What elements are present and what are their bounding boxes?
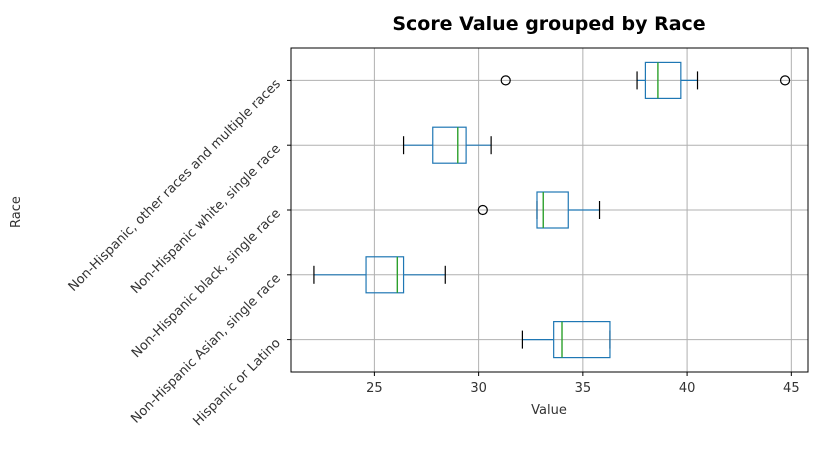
y-axis-label: Race bbox=[9, 196, 24, 228]
y-tick-label: Non-Hispanic, other races and multiple r… bbox=[66, 76, 284, 294]
outlier-point bbox=[779, 75, 791, 86]
iqr-box bbox=[644, 61, 682, 100]
box-plot-4 bbox=[402, 126, 492, 164]
x-tick-label: 45 bbox=[783, 381, 800, 396]
chart-title: Score Value grouped by Race bbox=[392, 13, 705, 35]
x-tick-label: 40 bbox=[679, 381, 696, 396]
box-plot-5 bbox=[500, 61, 791, 100]
iqr-box bbox=[432, 126, 467, 164]
grid bbox=[291, 48, 808, 372]
iqr-box bbox=[553, 321, 611, 359]
iqr-box bbox=[365, 256, 405, 294]
x-tick-label: 30 bbox=[470, 381, 487, 396]
x-tick-label: 25 bbox=[366, 381, 383, 396]
outlier-point bbox=[477, 204, 488, 216]
x-axis-label: Value bbox=[531, 403, 567, 418]
iqr-box bbox=[536, 191, 569, 229]
box-plot-2 bbox=[313, 256, 446, 294]
box-plot-3 bbox=[477, 191, 601, 229]
box-plot-1 bbox=[521, 321, 611, 359]
box-plots bbox=[313, 61, 791, 359]
outlier-point bbox=[500, 75, 511, 86]
x-tick-label: 35 bbox=[575, 381, 592, 396]
